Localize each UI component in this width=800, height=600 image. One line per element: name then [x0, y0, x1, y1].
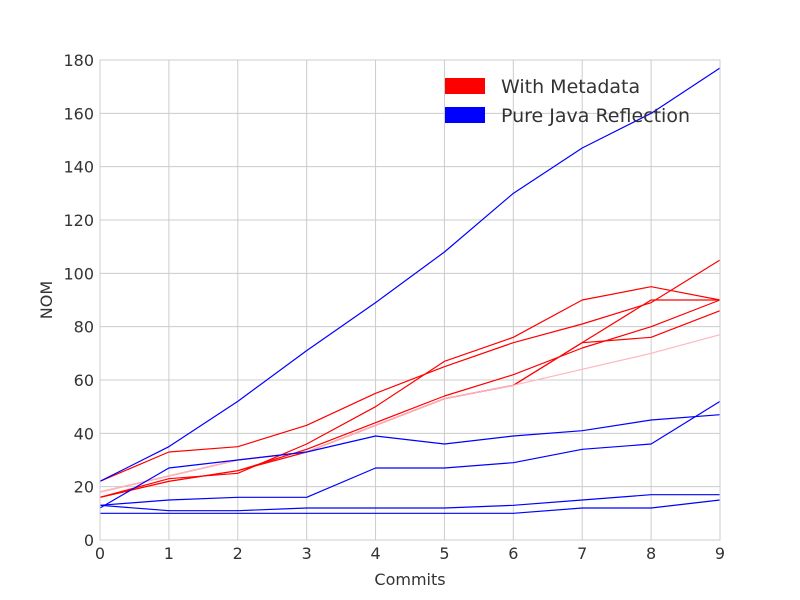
x-tick-label: 2: [233, 544, 243, 563]
x-tick-label: 0: [95, 544, 105, 563]
y-tick-label: 60: [74, 371, 94, 390]
y-tick-label: 180: [63, 51, 94, 70]
y-tick-label: 40: [74, 424, 94, 443]
series-line-with-metadata-6: [99, 334, 721, 493]
legend-swatch-pure-java-reflection: [445, 107, 485, 123]
x-axis-ticks: 0 1 2 3 4 5 6 7 8 9: [95, 544, 725, 563]
legend: With Metadata Pure Java Reflection: [445, 76, 690, 127]
y-tick-label: 160: [63, 104, 94, 123]
y-tick-label: 120: [63, 211, 94, 230]
plot-frame: [99, 59, 721, 541]
series-lines: [99, 67, 721, 514]
series-line-pure-java-reflection-10: [99, 494, 720, 512]
y-tick-label: 0: [84, 531, 94, 550]
plot-area: [100, 60, 720, 540]
x-tick-label: 9: [715, 544, 725, 563]
legend-swatch-with-metadata: [445, 78, 485, 94]
series-line-pure-java-reflection-11: [100, 499, 721, 514]
series-line-with-metadata-1: [99, 259, 721, 482]
y-tick-label: 80: [74, 318, 94, 337]
x-tick-label: 3: [302, 544, 312, 563]
x-tick-label: 5: [439, 544, 449, 563]
legend-label-with-metadata: With Metadata: [501, 76, 640, 98]
y-axis-ticks: 0 20 40 60 80 100 120 140 160 180: [63, 51, 94, 550]
x-axis-label: Commits: [374, 570, 445, 589]
x-tick-label: 4: [370, 544, 380, 563]
series-line-pure-java-reflection-7: [99, 67, 721, 482]
y-tick-label: 140: [63, 158, 94, 177]
series-line-pure-java-reflection-9: [99, 400, 721, 506]
x-tick-label: 6: [508, 544, 518, 563]
y-tick-label: 20: [74, 478, 94, 497]
x-tick-label: 7: [577, 544, 587, 563]
x-tick-label: 8: [646, 544, 656, 563]
x-tick-label: 1: [164, 544, 174, 563]
series-line-pure-java-reflection-8: [99, 414, 721, 509]
legend-label-pure-java-reflection: Pure Java Reflection: [501, 105, 690, 127]
y-axis-label: NOM: [37, 281, 56, 319]
y-tick-label: 100: [63, 264, 94, 283]
